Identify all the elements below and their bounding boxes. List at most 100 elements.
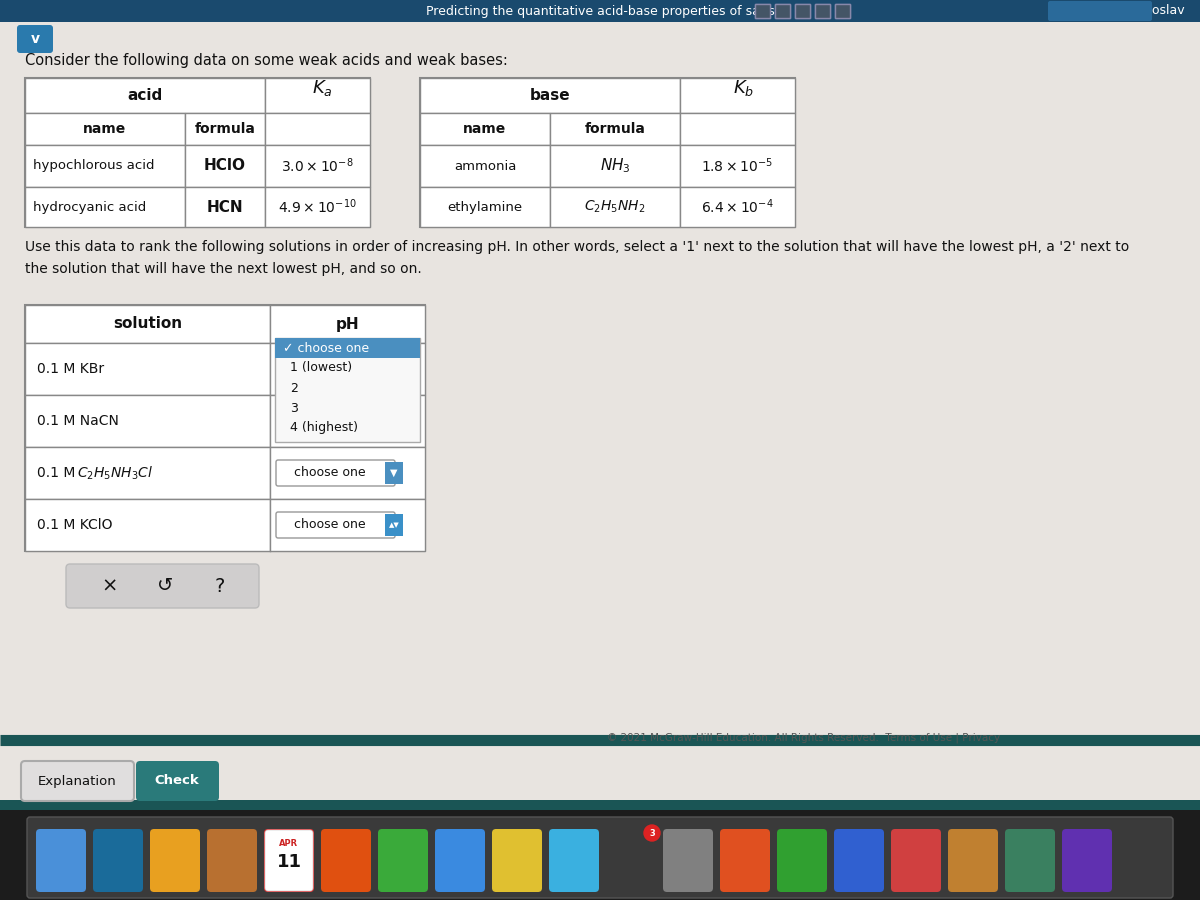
Text: ethylamine: ethylamine <box>448 201 522 213</box>
FancyBboxPatch shape <box>1006 829 1055 892</box>
Bar <box>680 187 796 227</box>
Text: the solution that will have the next lowest pH, and so on.: the solution that will have the next low… <box>25 262 421 276</box>
Text: 1 (lowest): 1 (lowest) <box>290 362 352 374</box>
Bar <box>385 514 403 536</box>
FancyBboxPatch shape <box>66 564 259 608</box>
Bar <box>755 4 770 18</box>
Text: hydrocyanic acid: hydrocyanic acid <box>34 201 146 213</box>
Bar <box>265 145 370 187</box>
Text: $6.4 \times 10^{-4}$: $6.4 \times 10^{-4}$ <box>701 198 774 216</box>
Text: name: name <box>463 122 506 136</box>
Bar <box>680 78 796 113</box>
Bar <box>550 113 680 145</box>
Text: Kvitoslav: Kvitoslav <box>1128 4 1186 17</box>
FancyBboxPatch shape <box>720 829 770 892</box>
Text: ×: × <box>102 577 118 596</box>
Bar <box>550 145 680 187</box>
Text: © 2021 McGraw-Hill Education. All Rights Reserved.  Terms of Use | Privacy: © 2021 McGraw-Hill Education. All Rights… <box>607 733 1000 743</box>
Text: $3.0 \times 10^{-8}$: $3.0 \times 10^{-8}$ <box>281 157 354 176</box>
Text: 0.1 M KBr: 0.1 M KBr <box>37 362 104 376</box>
Bar <box>185 187 265 227</box>
Text: pH: pH <box>336 317 359 331</box>
Bar <box>265 187 370 227</box>
Bar <box>25 187 185 227</box>
Bar <box>270 447 425 499</box>
Text: APR: APR <box>280 839 299 848</box>
Text: $C_2H_5NH_2$: $C_2H_5NH_2$ <box>584 199 646 215</box>
Bar <box>420 187 550 227</box>
Text: v: v <box>30 32 40 46</box>
FancyBboxPatch shape <box>208 829 257 892</box>
Text: ✓ choose one: ✓ choose one <box>283 341 370 355</box>
Bar <box>550 187 680 227</box>
Text: Predicting the quantitative acid-base properties of salts: Predicting the quantitative acid-base pr… <box>426 4 774 17</box>
Circle shape <box>644 825 660 841</box>
Text: base: base <box>529 88 570 103</box>
Bar <box>25 113 185 145</box>
Text: $K_b$: $K_b$ <box>733 77 754 98</box>
Bar <box>796 4 810 18</box>
Text: 4 (highest): 4 (highest) <box>290 421 358 435</box>
Text: $NH_3$: $NH_3$ <box>600 157 630 176</box>
Text: acid: acid <box>127 88 163 103</box>
FancyBboxPatch shape <box>265 830 313 891</box>
Bar <box>385 462 403 484</box>
Bar <box>25 447 270 499</box>
FancyBboxPatch shape <box>890 829 941 892</box>
Bar <box>0 0 1200 22</box>
Text: solution: solution <box>113 317 182 331</box>
Bar <box>25 499 270 551</box>
Text: choose one: choose one <box>294 466 366 480</box>
Text: ammonia: ammonia <box>454 159 516 173</box>
Text: 0.1 M KClO: 0.1 M KClO <box>37 518 113 532</box>
Text: HClO: HClO <box>204 158 246 174</box>
Bar <box>185 113 265 145</box>
FancyBboxPatch shape <box>550 829 599 892</box>
Bar <box>185 145 265 187</box>
FancyBboxPatch shape <box>17 25 53 53</box>
Bar <box>25 305 425 551</box>
Text: Explanation: Explanation <box>37 775 116 788</box>
Bar <box>775 4 790 18</box>
FancyBboxPatch shape <box>276 512 395 538</box>
FancyBboxPatch shape <box>22 761 134 801</box>
Bar <box>420 78 680 113</box>
FancyBboxPatch shape <box>662 829 713 892</box>
Text: formula: formula <box>584 122 646 136</box>
Text: 0.1 M: 0.1 M <box>37 466 79 480</box>
Bar <box>265 78 370 113</box>
Bar <box>420 113 550 145</box>
FancyBboxPatch shape <box>94 829 143 892</box>
Bar <box>680 113 796 145</box>
FancyBboxPatch shape <box>948 829 998 892</box>
Text: HCN: HCN <box>206 200 244 214</box>
Bar <box>420 78 796 227</box>
Text: $1.8 \times 10^{-5}$: $1.8 \times 10^{-5}$ <box>702 157 774 176</box>
FancyBboxPatch shape <box>150 829 200 892</box>
FancyBboxPatch shape <box>492 829 542 892</box>
Bar <box>270 499 425 551</box>
FancyBboxPatch shape <box>28 817 1174 898</box>
FancyBboxPatch shape <box>606 829 656 892</box>
Text: ↺: ↺ <box>157 577 173 596</box>
Text: 2: 2 <box>290 382 298 394</box>
Bar <box>25 395 270 447</box>
Text: choose one: choose one <box>294 518 366 532</box>
Bar <box>0 810 1200 900</box>
Text: $C_2H_5NH_3Cl$: $C_2H_5NH_3Cl$ <box>77 464 154 482</box>
Text: hypochlorous acid: hypochlorous acid <box>34 159 155 173</box>
Text: 0.1 M NaCN: 0.1 M NaCN <box>37 414 119 428</box>
FancyBboxPatch shape <box>322 829 371 892</box>
Text: name: name <box>83 122 127 136</box>
Bar <box>0 800 1200 812</box>
Bar <box>275 338 420 358</box>
Text: ?: ? <box>215 577 226 596</box>
Text: 3: 3 <box>649 829 655 838</box>
FancyBboxPatch shape <box>36 829 86 892</box>
Bar <box>815 4 830 18</box>
Text: $4.9 \times 10^{-10}$: $4.9 \times 10^{-10}$ <box>278 198 356 216</box>
Bar <box>275 338 420 442</box>
Text: 11: 11 <box>276 853 301 871</box>
Bar <box>270 395 425 447</box>
FancyBboxPatch shape <box>834 829 884 892</box>
